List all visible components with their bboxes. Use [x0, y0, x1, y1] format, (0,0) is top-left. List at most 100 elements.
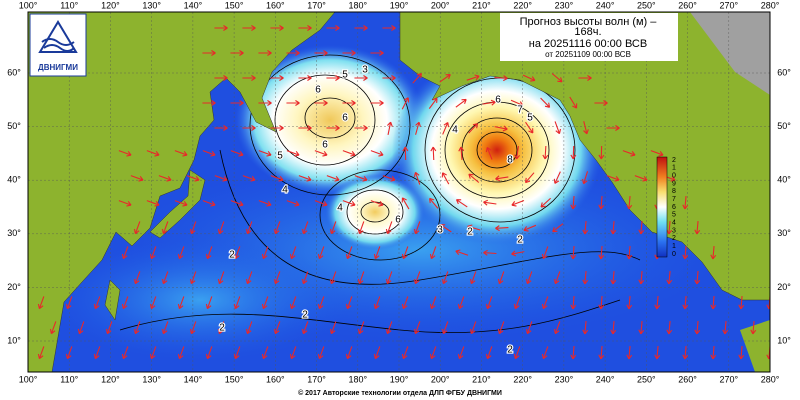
arrow: [146, 150, 160, 157]
lon-label: 140°: [184, 374, 203, 384]
arrow: [415, 121, 421, 135]
lon-label: 260°: [678, 0, 697, 10]
arrow: [710, 295, 717, 310]
contours: [119, 54, 641, 334]
contour-label: 2: [219, 323, 225, 334]
arrow: [442, 122, 450, 135]
arrow: [413, 271, 421, 285]
colorbar-label: 4: [672, 220, 676, 227]
arrow: [638, 270, 645, 285]
contour-label: 6: [395, 215, 401, 226]
arrow: [217, 271, 225, 285]
contour-label: 5: [527, 113, 533, 124]
lat-label: 20°: [777, 282, 791, 292]
arrow: [485, 296, 493, 310]
lon-label: 110°: [60, 0, 78, 10]
arrow: [189, 221, 197, 235]
arrow: [273, 221, 281, 235]
arrow: [553, 321, 561, 335]
arrow: [202, 100, 216, 106]
arrow: [130, 175, 144, 182]
lat-label: 50°: [7, 121, 21, 131]
arrow: [650, 150, 664, 157]
arrow: [270, 125, 284, 131]
contour-label: 4: [282, 185, 288, 196]
wave-field: [235, 45, 425, 195]
lon-label: 220°: [513, 374, 532, 384]
arrow: [205, 246, 213, 260]
colorbar-label: 3: [672, 227, 676, 234]
lon-label: 110°: [60, 374, 78, 384]
lon-label: 140°: [184, 0, 203, 10]
arrow: [541, 296, 549, 310]
arrow: [626, 245, 633, 260]
arrow: [317, 246, 325, 260]
arrow: [682, 195, 689, 210]
arrow: [401, 246, 409, 260]
arrow: [606, 125, 620, 131]
arrow: [412, 73, 423, 84]
arrow: [205, 346, 213, 360]
arrow: [286, 200, 300, 207]
lon-label: 250°: [637, 374, 656, 384]
arrow: [710, 345, 717, 360]
colorbar-label: 5: [672, 212, 676, 219]
arrow: [511, 199, 525, 207]
arrow: [513, 296, 521, 310]
arrow: [510, 99, 524, 107]
lon-label: 150°: [225, 0, 244, 10]
lat-label: 10°: [777, 335, 791, 345]
arrow: [233, 296, 241, 310]
lon-label: 260°: [678, 374, 697, 384]
arrow: [77, 321, 85, 335]
arrow: [441, 172, 450, 185]
arrow: [497, 271, 505, 285]
arrow: [289, 296, 297, 310]
contour-label: 6: [495, 95, 501, 106]
arrow: [345, 346, 353, 360]
japan: [149, 169, 206, 239]
arrow: [329, 271, 337, 285]
arrow: [93, 296, 101, 310]
arrow: [385, 221, 393, 235]
colorbar-label: 1: [672, 243, 676, 250]
lon-label: 130°: [142, 0, 161, 10]
lat-label: 30°: [777, 228, 791, 238]
colorbar-label: 0: [672, 251, 676, 258]
arrow: [542, 145, 549, 160]
arrow: [468, 123, 479, 134]
arrow: [186, 175, 200, 182]
arrow: [541, 246, 549, 260]
lon-label: 100°: [19, 0, 38, 10]
arrow: [345, 296, 353, 310]
arrow: [314, 200, 328, 207]
arrow: [386, 121, 393, 135]
contour-labels: 6 5 6 5 4 6 7 8 6 5 4 6 4 3 2 2 2 2 2 2 3: [218, 64, 534, 357]
arrow: [429, 296, 437, 310]
arrow: [402, 146, 409, 161]
asia: [28, 12, 336, 372]
arrow: [682, 245, 689, 260]
contour-label: 6: [322, 140, 328, 151]
arrow: [245, 221, 253, 235]
arrow: [189, 271, 197, 285]
arrow: [261, 346, 269, 360]
arrow: [441, 271, 449, 285]
arrow: [622, 150, 636, 157]
arrow: [439, 73, 451, 83]
frame: [27, 11, 771, 373]
arrow: [357, 321, 365, 335]
arrow: [342, 50, 356, 56]
arrow: [217, 221, 225, 235]
arrow: [401, 97, 410, 110]
arrow: [214, 25, 228, 31]
lon-label: 170°: [307, 0, 326, 10]
lon-label: 170°: [307, 374, 326, 384]
arrow: [626, 345, 633, 360]
arrow: [37, 296, 45, 310]
title-line: на 20251116 00:00 ВСВ: [529, 38, 647, 50]
arrow: [610, 220, 617, 235]
arrow: [382, 175, 396, 182]
arrow: [161, 221, 169, 235]
